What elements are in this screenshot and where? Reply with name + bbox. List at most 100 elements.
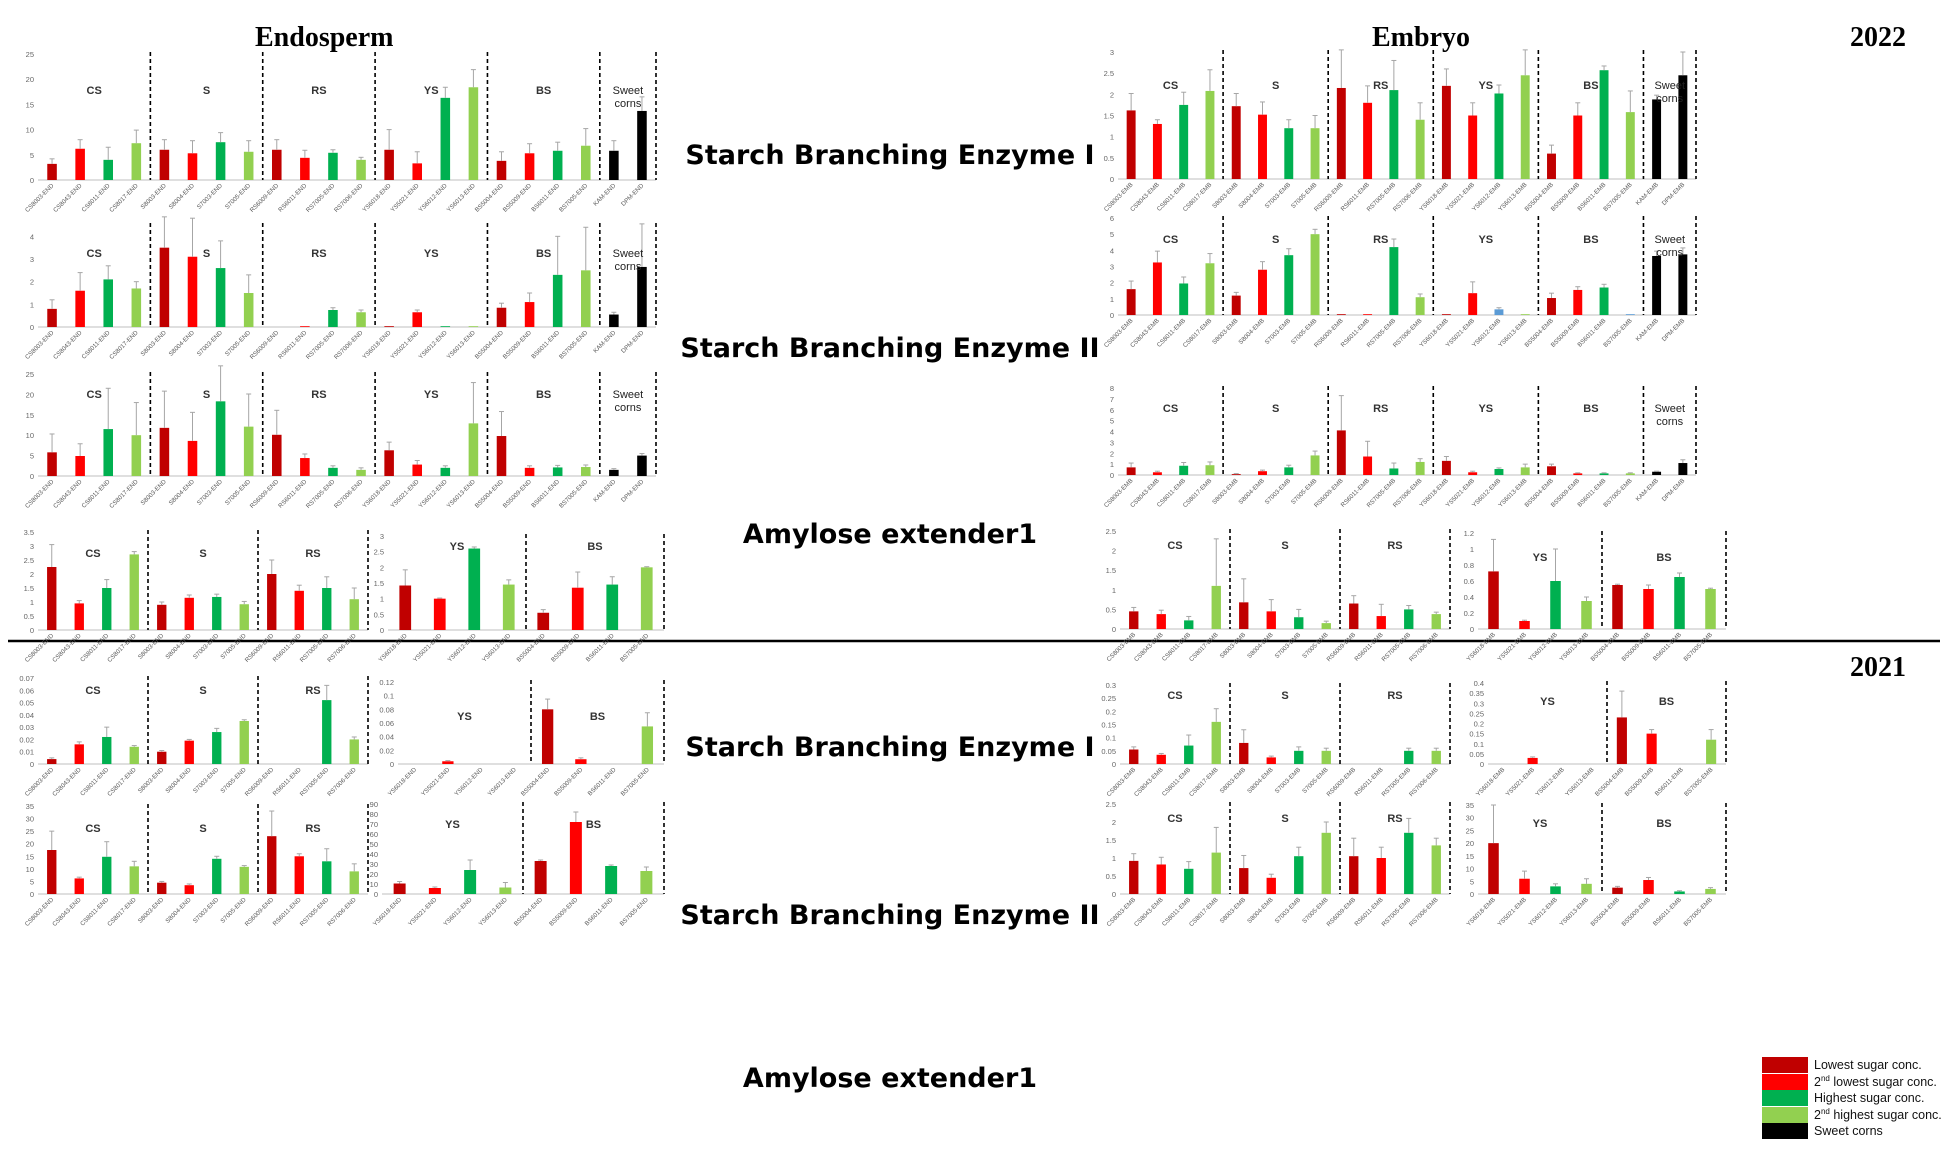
bar bbox=[1643, 880, 1654, 894]
bar bbox=[1494, 93, 1504, 179]
x-tick-label: BS5009-EMB bbox=[1620, 631, 1651, 662]
bar bbox=[187, 440, 198, 476]
bar bbox=[131, 143, 142, 180]
y-tick-label: 0 bbox=[1112, 760, 1116, 769]
y-tick-label: 0.8 bbox=[1464, 561, 1474, 570]
bar bbox=[1205, 90, 1215, 179]
bar bbox=[552, 274, 563, 327]
y-tick-label: 0 bbox=[1470, 890, 1474, 899]
x-tick-label: BS7005-END bbox=[619, 896, 651, 928]
x-tick-label: YS6013-END bbox=[487, 766, 519, 798]
bar bbox=[496, 307, 507, 327]
bar bbox=[1184, 620, 1194, 629]
bar bbox=[300, 458, 310, 476]
bar bbox=[1599, 473, 1609, 475]
x-tick-label: BS6011-EMB bbox=[1654, 766, 1685, 797]
bar-chart-e21_sbe1b: 0 0.5 1 1.5 2 2.5 3 YS6018-END YS5021-END YS6012-… bbox=[374, 532, 665, 664]
x-tick-label: S7003-END bbox=[192, 766, 221, 795]
bar bbox=[1129, 611, 1139, 629]
group-label: S bbox=[1281, 540, 1288, 552]
x-tick-label: KAM-END bbox=[592, 478, 618, 504]
group-label: BS bbox=[536, 389, 551, 401]
y-tick-label: 0.25 bbox=[1101, 694, 1116, 703]
group-label: RS bbox=[311, 248, 326, 260]
group-label: corns bbox=[1656, 247, 1683, 259]
y-tick-label: 30 bbox=[26, 815, 34, 824]
bar bbox=[1519, 621, 1530, 629]
x-tick-label: S7005-EMB bbox=[1301, 896, 1330, 925]
y-tick-label: 2 bbox=[1112, 818, 1116, 827]
bar bbox=[103, 429, 114, 476]
y-tick-label: 70 bbox=[370, 820, 378, 829]
y-tick-label: 1 bbox=[30, 598, 34, 607]
legend-label: Highest sugar conc. bbox=[1814, 1091, 1925, 1106]
group-label: CS bbox=[1163, 80, 1178, 92]
group-label: CS bbox=[85, 823, 100, 835]
bar bbox=[239, 604, 249, 630]
bar bbox=[328, 310, 338, 327]
y-tick-label: 2.5 bbox=[1104, 69, 1114, 78]
group-label: S bbox=[203, 389, 210, 401]
bar bbox=[1705, 888, 1716, 894]
y-tick-label: 8 bbox=[1110, 384, 1114, 393]
x-tick-label: S8004-END bbox=[164, 632, 193, 661]
bar bbox=[1599, 70, 1609, 179]
legend-label: Lowest sugar conc. bbox=[1814, 1058, 1922, 1073]
x-tick-label: YS6013-EMB bbox=[1558, 896, 1589, 927]
group-label: RS bbox=[1387, 540, 1402, 552]
bar bbox=[102, 856, 112, 894]
legend-swatch bbox=[1762, 1090, 1808, 1107]
bar bbox=[328, 467, 338, 476]
x-tick-label: KAM-EMB bbox=[1635, 181, 1660, 206]
x-tick-label: S8004-EMB bbox=[1237, 181, 1266, 210]
y-tick-label: 0 bbox=[1110, 311, 1114, 320]
bar bbox=[1625, 314, 1635, 315]
x-tick-label: YS6012-EMB bbox=[1534, 766, 1565, 797]
bar bbox=[131, 435, 142, 476]
bar bbox=[75, 290, 85, 327]
bar bbox=[1404, 832, 1414, 894]
y-tick-label: 10 bbox=[26, 865, 34, 874]
legend-item: Lowest sugar conc. bbox=[1762, 1057, 1942, 1074]
y-tick-label: 6 bbox=[1110, 406, 1114, 415]
legend: Lowest sugar conc. 2nd lowest sugar conc… bbox=[1762, 1057, 1942, 1140]
x-tick-label: S8003-END bbox=[140, 182, 169, 211]
y-tick-label: 0 bbox=[30, 323, 34, 332]
x-tick-label: S8003-END bbox=[137, 632, 166, 661]
bar bbox=[464, 870, 477, 894]
y-tick-label: 1 bbox=[380, 595, 384, 604]
x-tick-label: BS7005-END bbox=[619, 632, 651, 664]
x-tick-label: DPM-EMB bbox=[1661, 317, 1687, 343]
y-tick-label: 25 bbox=[1466, 826, 1474, 835]
year-label-2022: 2022 bbox=[1850, 22, 1906, 53]
y-tick-label: 4 bbox=[30, 232, 34, 241]
bar bbox=[640, 871, 653, 894]
bar bbox=[1550, 886, 1561, 894]
x-tick-label: YS6018-END bbox=[361, 182, 393, 214]
group-label: corns bbox=[614, 98, 641, 110]
bar bbox=[328, 152, 338, 180]
bar bbox=[1415, 297, 1425, 315]
y-tick-label: 0 bbox=[1470, 625, 1474, 634]
group-label: BS bbox=[536, 85, 551, 97]
bar bbox=[184, 597, 194, 630]
bar bbox=[294, 856, 304, 894]
bar bbox=[322, 861, 332, 894]
bar bbox=[239, 866, 249, 894]
x-tick-label: S8004-EMB bbox=[1237, 477, 1266, 506]
group-label: S bbox=[1281, 690, 1288, 702]
bar bbox=[1643, 589, 1654, 629]
y-tick-label: 0.1 bbox=[1106, 734, 1116, 743]
bar bbox=[1431, 750, 1441, 764]
bar bbox=[212, 596, 222, 630]
y-tick-label: 2 bbox=[1110, 279, 1114, 288]
y-tick-label: 0.07 bbox=[19, 674, 34, 683]
x-tick-label: BS5009-END bbox=[553, 766, 585, 798]
bar bbox=[1573, 473, 1583, 475]
y-tick-label: 3 bbox=[1110, 438, 1114, 447]
bar bbox=[1336, 314, 1346, 315]
x-tick-label: YS6018-EMB bbox=[1475, 766, 1506, 797]
bar bbox=[184, 885, 194, 894]
bar bbox=[640, 567, 653, 630]
x-tick-label: YS6018-END bbox=[372, 896, 404, 928]
